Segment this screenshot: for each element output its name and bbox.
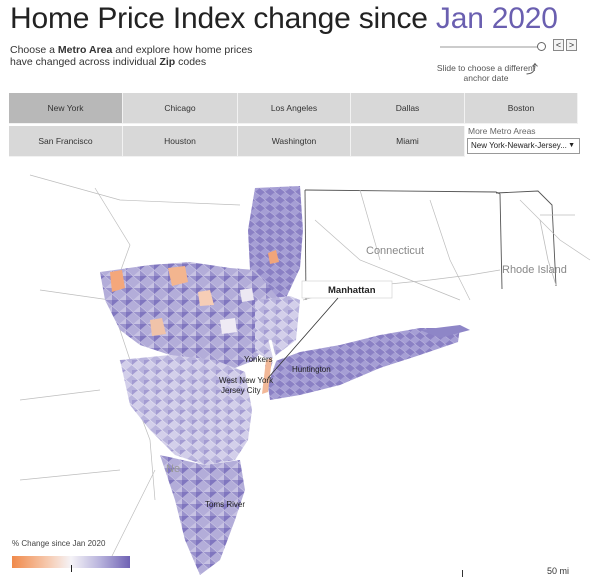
- legend-title: % Change since Jan 2020: [12, 539, 106, 548]
- slider-track[interactable]: [440, 46, 540, 48]
- caret-down-icon: ▼: [568, 142, 575, 149]
- metro-button-new-york[interactable]: New York: [9, 93, 123, 124]
- central-jersey-region: [120, 355, 252, 465]
- yonkers-label: Yonkers: [244, 355, 273, 364]
- scale-bar-label: 50 mi: [547, 566, 570, 576]
- slider-hint: Slide to choose a different anchor date: [436, 63, 536, 83]
- rhode-island-label: Rhode Island: [502, 264, 567, 276]
- callout-leader-line: [267, 297, 339, 379]
- metro-button-los-angeles[interactable]: Los Angeles: [238, 93, 351, 124]
- subtitle-text: have changed across individual: [10, 56, 160, 68]
- legend-zero-tick: [71, 565, 72, 572]
- metro-area-selector: New York Chicago Los Angeles Dallas Bost…: [9, 93, 578, 159]
- jersey-city-label: Jersey City: [221, 386, 261, 395]
- metro-button-chicago[interactable]: Chicago: [123, 93, 238, 124]
- manhattan-callout: Manhattan: [328, 285, 376, 296]
- new-jersey-label: Ne: [166, 463, 180, 475]
- subtitle-bold: Metro Area: [57, 44, 113, 56]
- hudson-valley-region: [248, 186, 303, 300]
- connecticut-label: Connecticut: [366, 245, 424, 257]
- slider-handle[interactable]: [537, 42, 546, 51]
- subtitle: Choose a Metro Area and explore how home…: [10, 44, 252, 68]
- scale-bar-tick: [462, 570, 463, 577]
- south-jersey-region: [160, 455, 245, 575]
- metro-button-washington[interactable]: Washington: [238, 126, 351, 157]
- subtitle-bold: Zip: [159, 56, 176, 68]
- color-scale-legend: [12, 556, 130, 568]
- subtitle-text: Choose a: [10, 44, 58, 56]
- manhattan-island: [262, 358, 272, 394]
- huntington-label: Huntington: [292, 365, 331, 374]
- long-island-region: [265, 328, 460, 400]
- title-anchor-date: Jan 2020: [435, 2, 558, 35]
- subtitle-text: and explore how home prices: [112, 44, 253, 56]
- toms-river-label: Toms River: [205, 500, 245, 509]
- subtitle-text: codes: [175, 56, 207, 68]
- westchester-region: [255, 296, 300, 360]
- previous-date-button[interactable]: <: [553, 39, 564, 51]
- curved-arrow-icon: ⤴: [526, 62, 539, 76]
- metro-button-dallas[interactable]: Dallas: [351, 93, 465, 124]
- zip-code-map[interactable]: Manhattan Connecticut Rhode Island Ne Yo…: [0, 162, 600, 579]
- metro-button-san-francisco[interactable]: San Francisco: [9, 126, 123, 157]
- long-island-east-fork: [420, 325, 470, 338]
- west-new-york-label: West New York: [219, 376, 274, 385]
- next-date-button[interactable]: >: [566, 39, 577, 51]
- title-prefix: Home Price Index change since: [10, 2, 428, 35]
- more-metro-label: More Metro Areas: [468, 126, 536, 136]
- metro-button-boston[interactable]: Boston: [465, 93, 578, 124]
- more-metro-dropdown[interactable]: New York-Newark-Jersey... ▼: [467, 138, 580, 154]
- metro-button-miami[interactable]: Miami: [351, 126, 465, 157]
- dropdown-value: New York-Newark-Jersey...: [471, 141, 567, 150]
- anchor-date-slider[interactable]: [440, 40, 550, 54]
- rhode-island-coast: [539, 219, 557, 286]
- declining-zip-clusters: [110, 250, 279, 336]
- manhattan-callout-box: [301, 280, 393, 299]
- metro-button-houston[interactable]: Houston: [123, 126, 238, 157]
- north-jersey-region: [100, 262, 280, 370]
- page-title: Home Price Index change since Jan 2020: [10, 2, 558, 36]
